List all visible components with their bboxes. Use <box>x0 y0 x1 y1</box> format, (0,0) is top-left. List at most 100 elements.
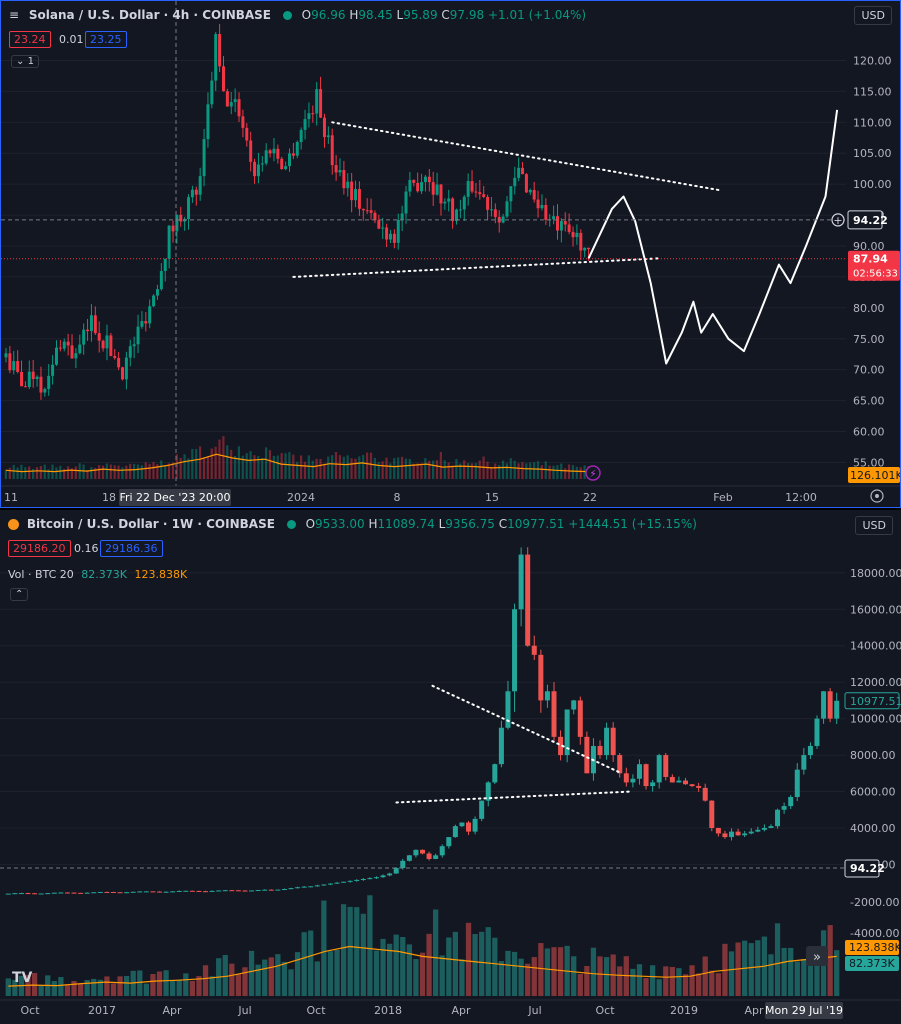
candle-body <box>117 357 121 368</box>
volume-title: Vol · BTC 20 <box>8 568 74 581</box>
volume-bar <box>494 463 497 479</box>
candle-body <box>189 890 195 892</box>
volume-bar <box>419 952 426 996</box>
volume-bar <box>284 453 287 479</box>
tradingview-logo[interactable]: TV <box>12 970 33 986</box>
volume-bar <box>531 957 537 996</box>
candle-body <box>299 129 303 143</box>
crosshair-plus-icon[interactable] <box>831 213 845 227</box>
volume-bar <box>768 954 774 996</box>
candle-body <box>423 176 427 183</box>
volume-bar <box>354 907 360 996</box>
volume-bar <box>237 446 241 479</box>
trendline[interactable] <box>292 257 660 278</box>
solana-chart-svg[interactable]: + 55.0060.0065.0070.0075.0080.0085.0090.… <box>1 1 900 507</box>
volume-bar <box>84 979 90 996</box>
volume-bar <box>323 463 326 479</box>
candle-body <box>256 164 260 177</box>
hamburger-icon[interactable]: ≡ <box>9 8 20 22</box>
y-tick-label: 16000.00 <box>850 603 901 616</box>
trendline[interactable] <box>331 121 722 192</box>
volume-bar <box>245 453 248 479</box>
solana-chart-pane[interactable]: + 55.0060.0065.0070.0075.0080.0085.0090.… <box>0 0 901 508</box>
volume-bar <box>214 446 217 479</box>
buy-price-button[interactable]: 29186.36 <box>100 540 163 557</box>
legend-collapse-button[interactable]: ⌃ <box>10 588 29 601</box>
scroll-latest-button[interactable] <box>806 946 828 966</box>
volume-bar <box>369 452 373 479</box>
candle-body <box>571 700 577 710</box>
trendline[interactable] <box>431 684 623 775</box>
currency-select[interactable]: USD <box>854 6 892 25</box>
candle-body <box>431 182 435 195</box>
candle-body <box>544 691 550 701</box>
bitcoin-chart-svg[interactable]: 2000.004000.006000.008000.0010000.001200… <box>0 510 901 1024</box>
buy-price-button[interactable]: 23.25 <box>85 31 127 48</box>
volume-bar <box>308 930 314 996</box>
volume-bar <box>140 465 143 479</box>
candle-body <box>408 179 412 192</box>
candle-body <box>110 891 116 893</box>
gear-icon[interactable] <box>870 489 884 503</box>
volume-bar <box>577 973 583 996</box>
candle-body <box>12 893 18 895</box>
volume-bar <box>774 923 781 996</box>
volume-bar <box>669 966 675 996</box>
volume-bar <box>350 458 353 479</box>
candle-body <box>524 174 528 193</box>
volume-bar <box>195 448 198 479</box>
volume-bar <box>505 463 508 479</box>
candle-body <box>342 170 346 189</box>
bitcoin-chart-pane[interactable]: 2000.004000.006000.008000.0010000.001200… <box>0 510 901 1024</box>
volume-bar <box>498 961 505 996</box>
volume-bar <box>334 452 338 479</box>
volume-bar <box>386 943 393 996</box>
candle-body <box>373 877 379 879</box>
volume-bar <box>196 976 202 996</box>
volume-bar <box>226 445 229 479</box>
candle-body <box>392 233 396 243</box>
volume-bar <box>416 463 419 479</box>
projection-drawing[interactable] <box>587 109 839 365</box>
volume-bar <box>617 966 623 996</box>
currency-select[interactable]: USD <box>855 516 893 535</box>
sell-price-button[interactable]: 29186.20 <box>8 540 71 557</box>
solana-ohlc: O96.96 H98.45 L95.89 C97.98 +1.01 (+1.04… <box>301 8 587 22</box>
candle-body <box>689 784 695 787</box>
lightning-icon[interactable] <box>585 465 601 481</box>
volume-bar <box>189 980 196 996</box>
trendline[interactable] <box>395 790 632 804</box>
candle-body <box>426 853 432 859</box>
y-tick-label: 60.00 <box>853 426 885 439</box>
lightning-glyph: ⚡ <box>589 469 596 480</box>
candle-body <box>276 148 280 159</box>
candle-body <box>301 886 307 888</box>
candle-body <box>350 181 354 201</box>
candle-body <box>97 333 101 341</box>
candle-body <box>268 150 272 154</box>
y-tick-label: 18000.00 <box>850 567 901 580</box>
volume-bar <box>104 976 110 996</box>
solana-title: Solana / U.S. Dollar · 4h · COINBASE <box>28 8 272 22</box>
volume-bar <box>389 463 392 479</box>
volume-bar <box>4 469 7 479</box>
candle-body <box>71 892 77 894</box>
candle-body <box>214 34 218 81</box>
candle-body <box>462 196 466 210</box>
candle-body <box>775 809 781 827</box>
sell-price-button[interactable]: 23.24 <box>9 31 51 48</box>
indicator-collapse-button[interactable]: ⌄ 1 <box>11 55 39 68</box>
volume-bar <box>689 965 695 996</box>
volume-bar <box>346 455 349 479</box>
candle-body <box>194 189 198 195</box>
volume-bar <box>222 436 225 479</box>
volume-bar <box>446 937 452 996</box>
candle-body <box>623 773 629 783</box>
crosshair-date-box <box>119 489 231 506</box>
candle-body <box>347 880 353 882</box>
candle-body <box>140 321 144 327</box>
candle-body <box>47 375 51 389</box>
volume-bar <box>472 934 478 996</box>
volume-bar <box>413 959 419 996</box>
candle-body <box>538 654 544 701</box>
